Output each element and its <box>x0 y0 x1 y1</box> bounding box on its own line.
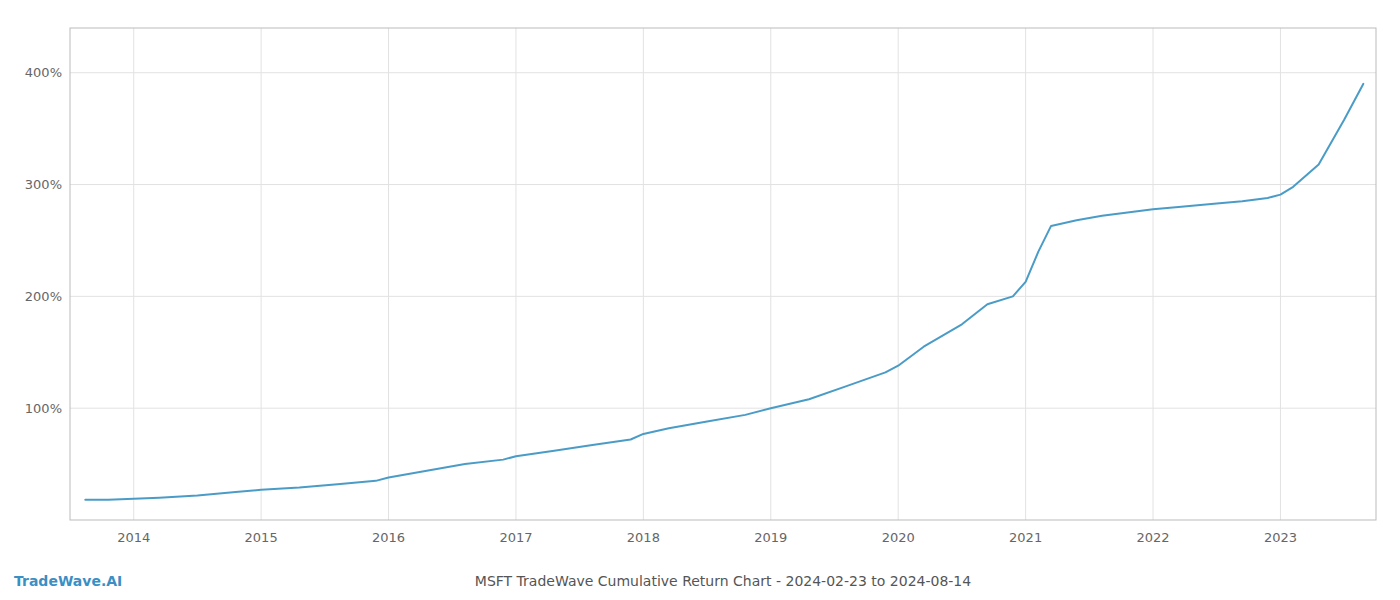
x-tick-label: 2016 <box>372 530 405 545</box>
y-grid-line <box>70 72 1376 73</box>
x-tick-label: 2022 <box>1136 530 1169 545</box>
series <box>85 84 1363 500</box>
x-tick-label: 2019 <box>754 530 787 545</box>
x-grid-line <box>1025 28 1026 520</box>
x-tick-label: 2020 <box>882 530 915 545</box>
background <box>0 0 1400 600</box>
plot-frame <box>70 28 1376 520</box>
y-tick-label: 200% <box>25 289 62 304</box>
return-line <box>85 84 1363 500</box>
title: MSFT TradeWave Cumulative Return Chart -… <box>475 573 971 589</box>
y-tick-label: 400% <box>25 65 62 80</box>
x-grid-line <box>515 28 516 520</box>
x-tick-label: 2023 <box>1264 530 1297 545</box>
x-tick-label: 2018 <box>627 530 660 545</box>
y-tick-label: 100% <box>25 401 62 416</box>
grid <box>70 28 1376 520</box>
x-grid-line <box>898 28 899 520</box>
chart: 2014 2015 2016 2017 2018 2019 2020 2021 2022 2023… <box>0 0 1400 600</box>
x-tick-label: 2014 <box>117 530 150 545</box>
watermark: TradeWave.AI <box>14 573 122 589</box>
y-grid-line <box>70 408 1376 409</box>
x-grid-line <box>1280 28 1281 520</box>
x-tick-label: 2021 <box>1009 530 1042 545</box>
x-grid-line <box>643 28 644 520</box>
y-grid-line <box>70 184 1376 185</box>
y-grid-line <box>70 296 1376 297</box>
x-grid-line <box>1153 28 1154 520</box>
x-grid-line <box>261 28 262 520</box>
axes: 2014 2015 2016 2017 2018 2019 2020 2021 2022 2023… <box>25 65 1297 545</box>
x-tick-label: 2017 <box>499 530 532 545</box>
x-grid-line <box>388 28 389 520</box>
x-grid-line <box>770 28 771 520</box>
y-tick-label: 300% <box>25 177 62 192</box>
x-grid-line <box>133 28 134 520</box>
x-tick-label: 2015 <box>245 530 278 545</box>
